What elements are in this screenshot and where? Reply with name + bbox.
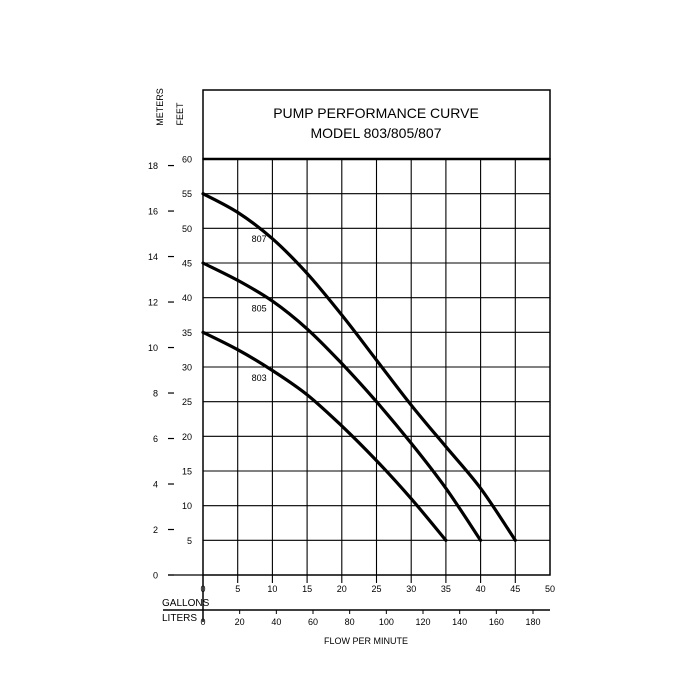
feet-tick-label: 45 (182, 259, 192, 269)
feet-ticks: 5 10 15 20 25 30 35 40 45 50 55 60 (182, 155, 192, 546)
liter-tick-label: 40 (271, 617, 281, 627)
x-row-label-gallons: GALLONS (162, 598, 210, 609)
liter-tick-label: 180 (525, 617, 540, 627)
feet-tick-label: 35 (182, 328, 192, 338)
curve-label-805: 805 (252, 304, 267, 314)
meter-tick-label: 2 (153, 525, 158, 535)
curve-807 (201, 192, 517, 542)
gallon-tick-label: 40 (476, 584, 486, 594)
meter-tick-label: 0 (153, 571, 158, 581)
feet-tick-label: 5 (187, 536, 192, 546)
pump-curves: 807 805 803 (201, 192, 517, 542)
curve-label-803: 803 (252, 373, 267, 383)
meter-tick-label: 12 (148, 298, 158, 308)
gallon-tick-label: 25 (371, 584, 381, 594)
liter-tick-label: 60 (308, 617, 318, 627)
meter-tick-label: 6 (153, 434, 158, 444)
gallon-tick-label: 5 (235, 584, 240, 594)
liter-tick-label: 80 (345, 617, 355, 627)
meter-ticks: 0 2 4 6 8 10 12 14 16 18 (148, 161, 174, 581)
liter-tick-label: 20 (235, 617, 245, 627)
meter-tick-label: 18 (148, 161, 158, 171)
gallon-tick-label: 30 (406, 584, 416, 594)
gallon-tick-label: 10 (267, 584, 277, 594)
feet-tick-label: 15 (182, 467, 192, 477)
gallon-tick-label: 20 (337, 584, 347, 594)
gallon-tick-label: 35 (441, 584, 451, 594)
curve-803 (201, 330, 448, 542)
gallon-tick-label: 50 (545, 584, 555, 594)
feet-tick-label: 20 (182, 432, 192, 442)
meter-tick-label: 10 (148, 343, 158, 353)
curve-805 (201, 261, 483, 542)
y-label-meters: METERS (155, 88, 165, 126)
meter-tick-label: 14 (148, 252, 158, 262)
meter-tick-label: 8 (153, 389, 158, 399)
feet-tick-label: 60 (182, 155, 192, 165)
liter-tick-label: 160 (489, 617, 504, 627)
feet-tick-label: 55 (182, 189, 192, 199)
feet-tick-label: 40 (182, 293, 192, 303)
feet-tick-label: 25 (182, 397, 192, 407)
liter-ticks: 0 20 40 60 80 100 120 140 160 180 (200, 610, 541, 627)
chart-title-line2: MODEL 803/805/807 (310, 125, 441, 141)
feet-tick-label: 50 (182, 224, 192, 234)
gallon-tick-label: 15 (302, 584, 312, 594)
gallon-ticks: 0 5 10 15 20 25 30 35 40 45 50 (200, 584, 555, 594)
liter-tick-label: 100 (379, 617, 394, 627)
liter-tick-label: 120 (415, 617, 430, 627)
x-axis-label: FLOW PER MINUTE (324, 636, 408, 646)
gallon-tick-label: 0 (200, 584, 205, 594)
feet-tick-label: 10 (182, 501, 192, 511)
x-row-label-liters: LITERS (162, 613, 197, 624)
meter-tick-label: 4 (153, 480, 158, 490)
curve-label-807: 807 (252, 234, 267, 244)
chart-title-line1: PUMP PERFORMANCE CURVE (273, 105, 479, 121)
gallon-tick-label: 45 (510, 584, 520, 594)
y-label-feet: FEET (175, 102, 185, 126)
feet-tick-label: 30 (182, 363, 192, 373)
meter-tick-label: 16 (148, 207, 158, 217)
liter-tick-label: 0 (200, 617, 205, 627)
liter-tick-label: 140 (452, 617, 467, 627)
